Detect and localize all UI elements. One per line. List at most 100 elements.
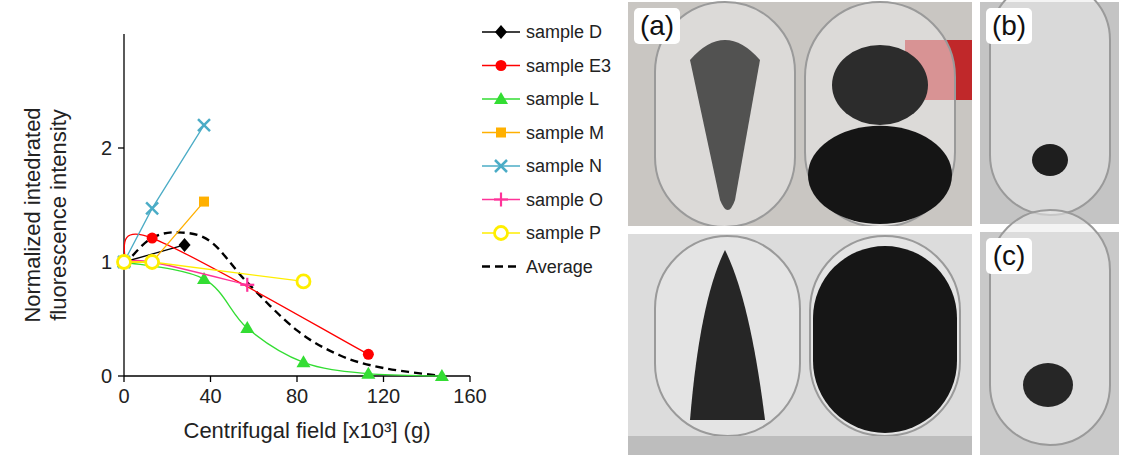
y-tick [118,147,124,148]
x-tick [210,376,211,382]
tube-liquid [813,246,957,433]
pellet [690,40,760,210]
x-tick [469,376,470,382]
marker-shape [198,119,210,131]
x-tick [123,376,124,382]
legend-label: sample O [526,190,603,210]
marker-shape [500,193,502,207]
tube [655,236,800,436]
y-tick-label: 0 [101,365,112,387]
marker-shape [495,160,507,172]
data-point [118,256,130,268]
data-point [240,321,254,333]
tube [810,236,960,436]
legend-marker [496,60,507,71]
photo-divider [628,226,972,234]
panel-label: (b) [986,8,1032,44]
marker-shape [363,349,374,360]
legend-marker [495,227,508,240]
legend-label: sample P [526,223,601,243]
data-point [297,275,310,288]
series-line [124,232,442,376]
x-tick [296,376,297,382]
photo-bg [628,2,972,228]
legend-marker [495,160,507,172]
data-point [118,255,130,269]
tube [805,2,955,227]
data-point [363,349,374,360]
y-axis-title-line: fluorescence intensity [46,109,71,321]
marker-shape [435,369,449,381]
series-line [124,125,204,262]
legend-label: sample M [526,123,604,143]
marker-shape [198,119,210,131]
x-tick [383,376,384,382]
data-point [199,197,209,207]
tube-liquid [808,126,952,224]
legend-label: sample N [526,156,602,176]
data-point [146,256,159,269]
panel-letter: (a) [640,10,674,41]
marker-shape [494,92,508,104]
marker-shape [118,256,130,268]
marker-shape [297,275,310,288]
panel-label-bg [986,238,1032,274]
panel-letter: (c) [993,240,1026,271]
series-line [124,202,204,262]
marker-shape [146,202,158,214]
x-tick-label: 160 [453,385,486,407]
data-point [198,119,210,131]
legend-line [482,265,520,267]
panel-label-bg [986,8,1032,44]
marker-shape [147,233,158,244]
marker-shape [361,367,375,379]
x-tick-label: 40 [199,385,221,407]
legend-marker [495,25,507,39]
panel-label: (a) [634,8,680,44]
marker-shape [146,202,158,214]
pellet [1023,363,1073,407]
legend-marker [494,92,508,104]
data-point [361,367,375,379]
panel-label-bg [634,8,680,44]
data-point [145,255,159,269]
x-tick-label: 0 [118,385,129,407]
data-point [179,238,191,252]
y-tick-label: 2 [101,137,112,159]
data-point [119,257,130,268]
pellet [832,45,928,125]
marker-shape [118,256,130,268]
marker-shape [296,355,310,367]
marker-shape [118,256,131,269]
legend-label: sample E3 [526,56,611,76]
marker-shape [246,278,248,292]
panel-a [628,2,972,455]
x-axis-title: Centrifugal field [x10³] (g) [184,418,431,443]
x-tick-label: 80 [286,385,308,407]
pellet [1032,144,1068,176]
data-point [435,369,449,381]
series-line [124,262,442,376]
y-axis-title-line: Normalized intedrated [20,107,45,322]
photo-detail [628,436,972,455]
marker-shape [179,238,191,252]
panel-c [980,210,1119,455]
legend-label: sample D [526,22,602,42]
panel-b [980,0,1119,224]
y-tick [118,375,124,376]
marker-shape [119,257,130,268]
data-point [296,355,310,367]
marker-shape [118,255,130,269]
legend: sample Dsample E3sample Lsample Msample … [482,22,611,277]
marker-shape [496,60,507,71]
pellet [690,250,765,420]
photo-bg [628,228,972,455]
marker-shape [495,227,508,240]
y-axis-title: Normalized intedratedfluorescence intens… [20,107,71,322]
x-tick-label: 120 [367,385,400,407]
plot-area [117,119,449,381]
legend-marker [496,128,506,138]
data-point [146,202,158,214]
panel-label: (c) [986,238,1032,274]
tube [990,210,1110,445]
